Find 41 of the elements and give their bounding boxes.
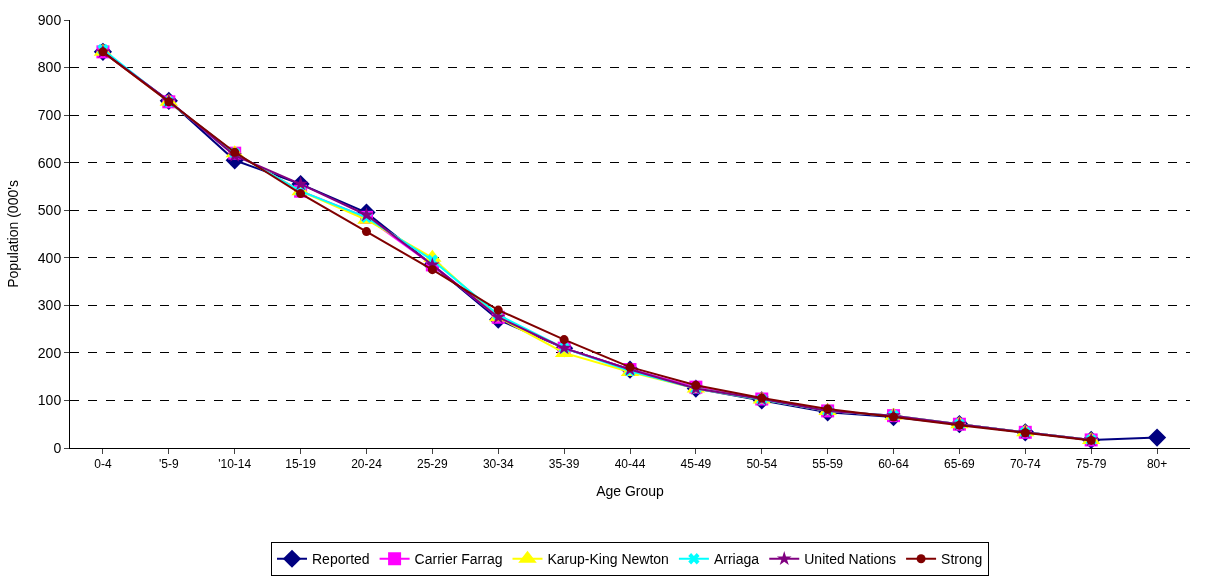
y-tick-label: 500 (37, 202, 62, 219)
y-tick-label: 0 (53, 439, 62, 456)
x-tick-label: 50-54 (746, 457, 778, 472)
x-tick-label: 30-34 (482, 457, 514, 472)
x-axis-title: Age Group (596, 482, 665, 499)
y-tick-label: 100 (37, 392, 62, 409)
y-tick-label: 400 (37, 249, 62, 266)
point (1147, 428, 1167, 447)
x-tick-label: 80+ (1146, 457, 1168, 472)
point (296, 189, 306, 199)
y-tick-label: 200 (37, 344, 62, 361)
y-tick-label: 700 (37, 107, 62, 124)
x-tick-label: 75-79 (1075, 457, 1107, 472)
point (559, 335, 569, 345)
x-tick-label: 15-19 (285, 457, 317, 472)
x-tick-label: 45-49 (680, 457, 712, 472)
x-tick-label: 25-29 (417, 457, 449, 472)
x-tick-label: 0-4 (94, 457, 112, 472)
point (427, 265, 437, 275)
y-tick-label: 300 (37, 297, 62, 314)
legend-label: United Nations (804, 551, 897, 568)
x-tick-label: 70-74 (1009, 457, 1041, 472)
point (361, 227, 371, 237)
y-tick-label: 800 (37, 59, 62, 76)
x-tick-label: '10-14 (218, 457, 252, 472)
y-tick-label: 600 (37, 154, 62, 171)
legend-label: Karup-King Newton (547, 551, 669, 568)
legend-label: Reported (312, 551, 370, 568)
x-tick-label: 40-44 (614, 457, 646, 472)
legend-label: Strong (941, 551, 983, 568)
x-tick-label: 60-64 (878, 457, 910, 472)
x-tick-label: 20-24 (351, 457, 383, 472)
legend-label: Arriaga (713, 551, 760, 568)
y-tick-label: 900 (37, 11, 62, 28)
x-tick-label: 55-59 (812, 457, 844, 472)
legend-label: Carrier Farrag (414, 551, 503, 568)
y-axis-title: Population (000's (5, 180, 22, 288)
x-tick-label: 35-39 (548, 457, 580, 472)
x-tick-label: 65-69 (944, 457, 976, 472)
x-tick-label: '5-9 (159, 457, 179, 472)
point (493, 305, 503, 315)
